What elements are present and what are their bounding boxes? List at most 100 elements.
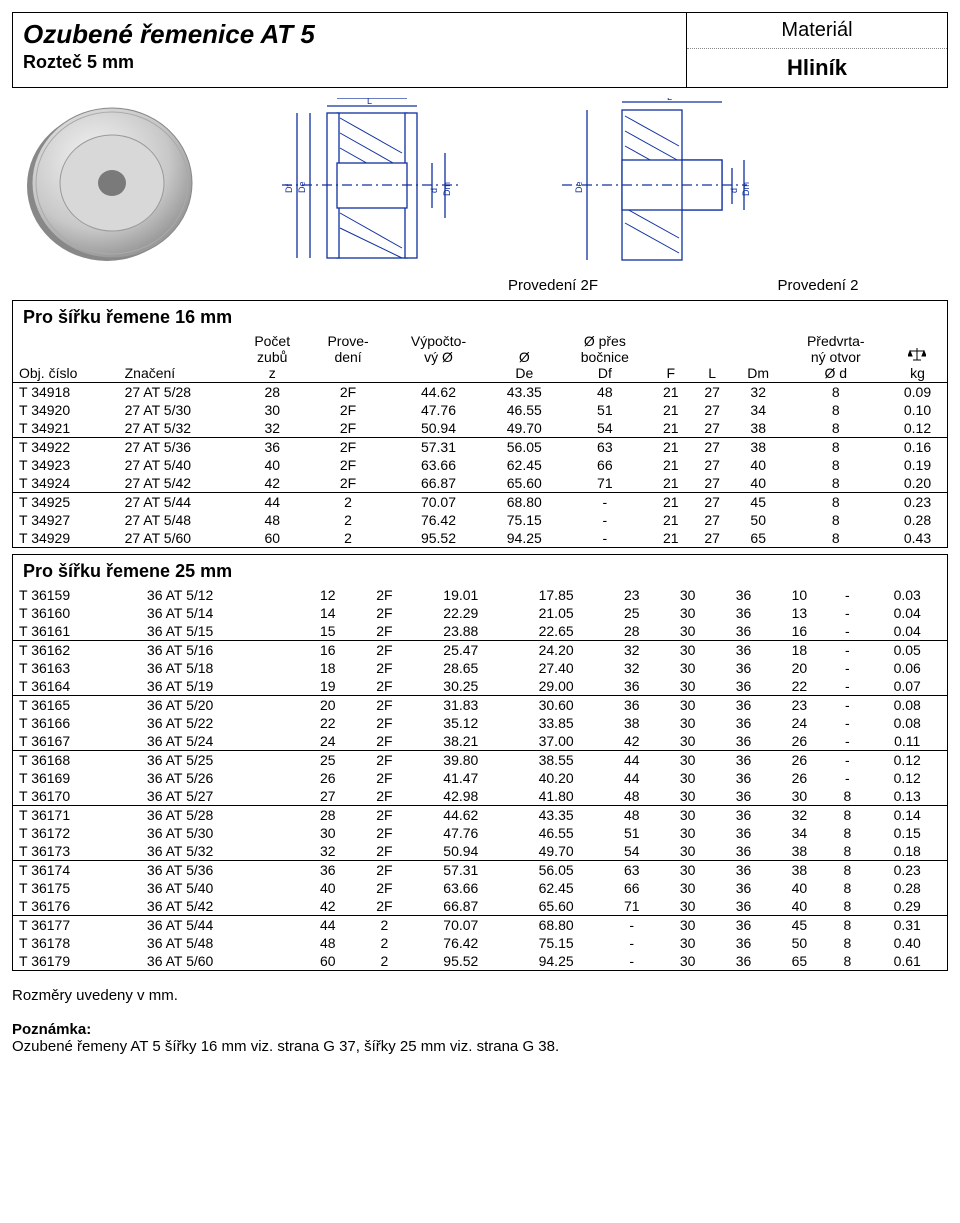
table-cell: - — [604, 952, 660, 970]
col-predvrtany: Předvrta-ný otvorØ d — [784, 332, 888, 383]
table-cell: 30 — [660, 732, 716, 751]
table-cell: 38 — [733, 419, 784, 438]
table-cell: 30 — [660, 604, 716, 622]
table-cell: 12 — [300, 586, 356, 604]
table-row: T 3492427 AT 5/42422F66.8765.60712127408… — [13, 474, 947, 493]
diagram-2: L F De d Dm — [532, 98, 772, 273]
table-cell: 30.60 — [508, 696, 603, 715]
table-cell: 42 — [604, 732, 660, 751]
table-cell: 68.80 — [508, 916, 603, 935]
header-right: Materiál Hliník — [686, 13, 947, 87]
table-cell: 2F — [356, 842, 413, 861]
table-cell: 44 — [604, 751, 660, 770]
table-row: T 3492127 AT 5/32322F50.9449.70542127388… — [13, 419, 947, 438]
table-cell: 38 — [771, 842, 827, 861]
table-cell: 17.85 — [508, 586, 603, 604]
table-cell: T 36179 — [13, 952, 141, 970]
table-cell: 8 — [827, 879, 867, 897]
table-cell: 0.12 — [888, 419, 947, 438]
table-row: T 3617436 AT 5/36362F57.3156.05633036388… — [13, 861, 947, 880]
svg-text:Dm: Dm — [741, 182, 751, 196]
table-cell: 62.45 — [489, 456, 560, 474]
table-cell: 36 AT 5/26 — [141, 769, 300, 787]
table-cell: 43.35 — [508, 806, 603, 825]
table-cell: 24 — [300, 732, 356, 751]
section-25mm-title: Pro šířku řemene 25 mm — [13, 555, 947, 586]
table-cell: 40 — [771, 897, 827, 916]
table-row: T 3617936 AT 5/6060295.5294.25-30366580.… — [13, 952, 947, 970]
table-cell: 2 — [308, 529, 388, 547]
table-row: T 3617836 AT 5/4848276.4275.15-30365080.… — [13, 934, 947, 952]
table-cell: 50 — [771, 934, 827, 952]
table-cell: - — [827, 659, 867, 677]
table-cell: 60 — [236, 529, 308, 547]
table-cell: 71 — [560, 474, 650, 493]
table-cell: 36 AT 5/60 — [141, 952, 300, 970]
table-cell: 32 — [733, 383, 784, 402]
table-cell: T 34929 — [13, 529, 119, 547]
table-cell: 21 — [650, 383, 691, 402]
note-label: Poznámka: — [12, 1021, 948, 1038]
table-cell: 62.45 — [508, 879, 603, 897]
svg-text:d: d — [729, 188, 739, 193]
table-cell: T 36168 — [13, 751, 141, 770]
svg-text:d: d — [429, 188, 439, 193]
table-row: T 3616636 AT 5/22222F35.1233.8538303624-… — [13, 714, 947, 732]
table-cell: 36 — [716, 806, 772, 825]
table-cell: - — [604, 916, 660, 935]
table-cell: 2F — [356, 677, 413, 696]
table-cell: 34 — [733, 401, 784, 419]
table-row: T 3617236 AT 5/30302F47.7646.55513036348… — [13, 824, 947, 842]
table-cell: 2F — [356, 824, 413, 842]
table-cell: 2F — [356, 696, 413, 715]
table-cell: - — [827, 714, 867, 732]
note-text: Ozubené řemeny AT 5 šířky 16 mm viz. str… — [12, 1038, 948, 1055]
table-cell: 63.66 — [388, 456, 489, 474]
header-left: Ozubené řemenice AT 5 Rozteč 5 mm — [13, 13, 686, 87]
table-row: T 3616536 AT 5/20202F31.8330.6036303623-… — [13, 696, 947, 715]
table-cell: 8 — [784, 493, 888, 512]
table-cell: 30.25 — [413, 677, 508, 696]
table-cell: T 36164 — [13, 677, 141, 696]
table-cell: - — [827, 622, 867, 641]
table-cell: 0.05 — [867, 641, 947, 660]
footer: Rozměry uvedeny v mm. Poznámka: Ozubené … — [12, 987, 948, 1055]
table-row: T 3616936 AT 5/26262F41.4740.2044303626-… — [13, 769, 947, 787]
table-cell: 21 — [650, 493, 691, 512]
table-cell: 28 — [604, 622, 660, 641]
table-cell: 21.05 — [508, 604, 603, 622]
table-cell: - — [827, 641, 867, 660]
table-cell: T 34924 — [13, 474, 119, 493]
table-cell: 19 — [300, 677, 356, 696]
table-cell: T 36165 — [13, 696, 141, 715]
table-cell: T 36160 — [13, 604, 141, 622]
table-cell: T 34918 — [13, 383, 119, 402]
table-cell: 0.23 — [867, 861, 947, 880]
table-cell: 10 — [771, 586, 827, 604]
diagrams-row: L F Df De d Dm — [12, 98, 948, 273]
table-cell: 71 — [604, 897, 660, 916]
table-cell: 41.80 — [508, 787, 603, 806]
table-cell: 2F — [356, 714, 413, 732]
table-cell: 0.40 — [867, 934, 947, 952]
table-cell: 27 AT 5/48 — [119, 511, 237, 529]
table-cell: 26 — [771, 732, 827, 751]
table-cell: 0.12 — [867, 751, 947, 770]
col-kg: kg — [888, 332, 947, 383]
table-cell: 36 — [716, 787, 772, 806]
table-cell: 50.94 — [413, 842, 508, 861]
table-row: T 3492327 AT 5/40402F63.6662.45662127408… — [13, 456, 947, 474]
table-cell: 56.05 — [489, 438, 560, 457]
table-cell: - — [827, 586, 867, 604]
table-cell: 2F — [356, 787, 413, 806]
table-cell: 36 — [300, 861, 356, 880]
table-cell: 36 — [716, 861, 772, 880]
table-cell: 0.16 — [888, 438, 947, 457]
table-cell: 36 — [716, 659, 772, 677]
table-cell: 2F — [356, 732, 413, 751]
table-cell: 30 — [660, 879, 716, 897]
table-cell: 36 AT 5/32 — [141, 842, 300, 861]
table-row: T 3616036 AT 5/14142F22.2921.0525303613-… — [13, 604, 947, 622]
table-25mm: T 3615936 AT 5/12122F19.0117.8523303610-… — [13, 586, 947, 970]
table-row: T 3617036 AT 5/27272F42.9841.80483036308… — [13, 787, 947, 806]
